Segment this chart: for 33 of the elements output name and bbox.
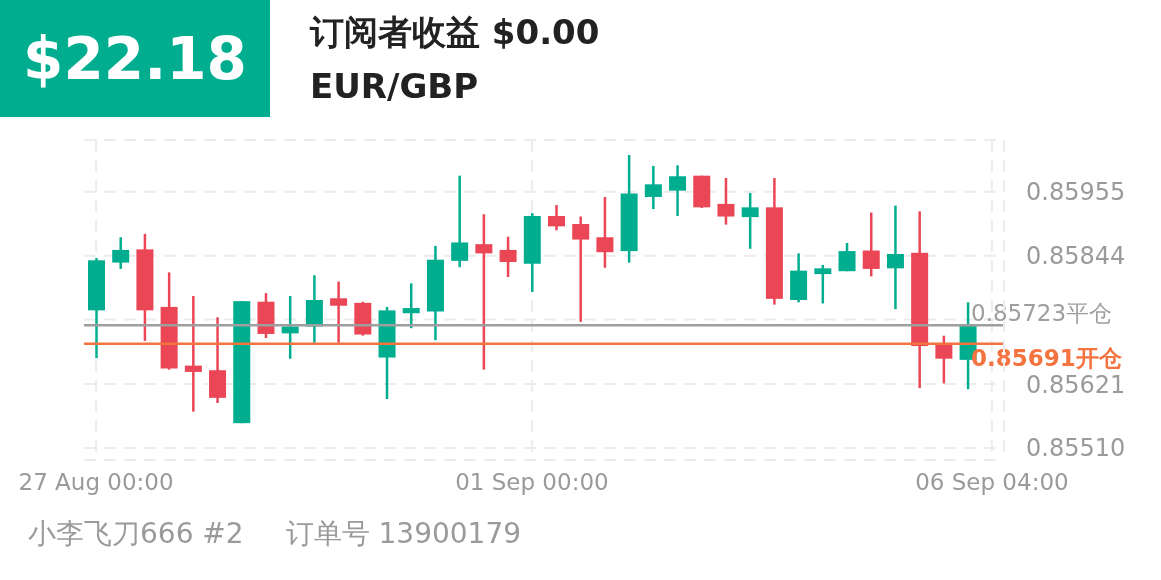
candlestick: [862, 211, 880, 278]
candlestick: [184, 294, 202, 413]
ref-line-label: 0.85723平仓: [971, 300, 1113, 327]
y-tick-label: 0.85621: [1026, 370, 1126, 399]
y-tick-label: 0.85510: [1026, 434, 1126, 463]
y-tick-label: 0.85955: [1026, 178, 1126, 207]
candlestick: [330, 280, 348, 344]
x-tick-label: 01 Sep 00:00: [455, 469, 609, 495]
candlestick: [838, 241, 856, 273]
candlestick: [402, 282, 420, 330]
candlestick: [886, 204, 904, 311]
candlestick: [741, 191, 759, 251]
candlestick: [644, 164, 662, 211]
candlestick: [451, 174, 469, 269]
candlestick: [112, 236, 130, 271]
candlestick: [548, 203, 565, 232]
candlestick: [475, 212, 493, 371]
x-tick-label: 27 Aug 00:00: [18, 469, 174, 495]
candlestick: [814, 263, 832, 305]
y-tick-label: 0.85844: [1026, 242, 1126, 271]
chart-title: 订阅者收益 $0.00: [310, 11, 600, 54]
candlestick: [499, 235, 517, 279]
badge: $22.18: [0, 0, 270, 117]
text: 订单号 13900179: [285, 517, 522, 550]
candlestick: [717, 176, 735, 226]
ref-line-label: 0.85691开仓: [971, 344, 1123, 371]
candlestick: [596, 195, 614, 270]
chart-subtitle: EUR/GBP: [310, 66, 479, 106]
candlestick: [572, 215, 590, 324]
x-tick-label: 06 Sep 04:00: [915, 469, 1069, 495]
candlestick: [935, 334, 953, 385]
candlestick: [669, 164, 687, 218]
text: 小李飞刀666 #2: [28, 517, 244, 550]
